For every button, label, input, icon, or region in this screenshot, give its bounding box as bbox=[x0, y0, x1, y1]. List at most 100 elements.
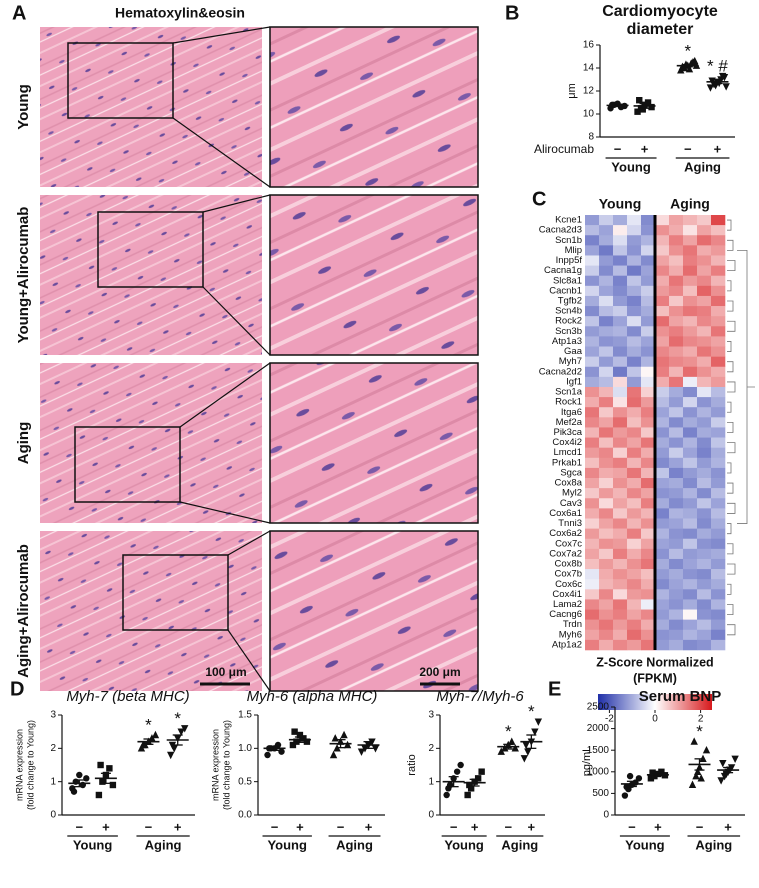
y-tick-label: 16 bbox=[583, 40, 595, 51]
heat-cell bbox=[599, 235, 614, 246]
heat-cell bbox=[585, 579, 600, 590]
heat-cell bbox=[655, 478, 670, 489]
chart-title: diameter bbox=[627, 21, 694, 38]
dendrogram bbox=[727, 624, 736, 636]
heat-cell bbox=[599, 366, 614, 378]
heat-cell bbox=[613, 235, 628, 246]
heat-cell bbox=[641, 356, 656, 368]
heat-cell bbox=[627, 356, 642, 368]
row-label: Cox4i2 bbox=[552, 437, 582, 448]
row-label: Cox7b bbox=[555, 569, 582, 580]
heat-cell bbox=[683, 386, 698, 398]
row-label: Atp1a3 bbox=[552, 336, 582, 347]
data-point bbox=[340, 730, 348, 739]
heat-cell bbox=[655, 447, 670, 459]
chart-title: Myh-7 (beta MHC) bbox=[66, 688, 189, 705]
row-label: Scn3b bbox=[555, 326, 582, 337]
heat-cell bbox=[711, 326, 726, 337]
data-point bbox=[343, 740, 352, 749]
heat-cell bbox=[655, 498, 670, 509]
dendrogram bbox=[727, 421, 734, 433]
heat-cell bbox=[599, 488, 614, 499]
heat-cell bbox=[711, 548, 726, 560]
heat-cell bbox=[711, 518, 726, 529]
heat-cell bbox=[627, 579, 642, 590]
mean-sem bbox=[676, 63, 699, 68]
panel-label: E bbox=[548, 678, 561, 700]
heat-cell bbox=[697, 255, 712, 266]
data-point bbox=[635, 775, 643, 782]
heat-cell bbox=[711, 589, 726, 600]
row-label: Scn1a bbox=[555, 387, 583, 398]
heat-cell bbox=[655, 265, 670, 276]
mean-sem bbox=[688, 758, 711, 771]
heat-cell bbox=[627, 295, 642, 307]
heat-cell bbox=[627, 417, 642, 428]
heat-cell bbox=[599, 285, 614, 297]
data-point bbox=[371, 745, 380, 753]
heat-cell bbox=[697, 326, 712, 337]
heat-cell bbox=[711, 498, 726, 509]
heat-cell bbox=[627, 478, 642, 489]
heat-cell bbox=[613, 508, 628, 519]
heat-cell bbox=[655, 397, 670, 408]
data-point bbox=[274, 741, 282, 749]
colorbar-tick-label: -2 bbox=[605, 714, 614, 725]
heat-cell bbox=[711, 619, 726, 631]
data-point bbox=[443, 791, 450, 799]
heat-cell bbox=[585, 457, 600, 469]
heat-cell bbox=[627, 215, 642, 226]
x-tick-label: + bbox=[528, 819, 536, 834]
heat-cell bbox=[655, 417, 670, 428]
heat-cell bbox=[669, 235, 684, 246]
heat-cell bbox=[711, 569, 726, 580]
data-point bbox=[644, 99, 652, 106]
heat-cell bbox=[599, 518, 614, 529]
data-point bbox=[692, 771, 700, 780]
heat-cell bbox=[641, 589, 656, 600]
heat-cell bbox=[697, 508, 712, 519]
heat-cell bbox=[655, 326, 670, 337]
row-label: Cacna2d3 bbox=[539, 225, 582, 236]
heat-cell bbox=[613, 467, 628, 479]
heat-cell bbox=[641, 366, 656, 378]
heat-cell bbox=[711, 366, 726, 378]
heat-cell bbox=[613, 538, 628, 550]
heat-cell bbox=[697, 417, 712, 428]
heat-cell bbox=[697, 467, 712, 479]
dendrogram bbox=[727, 462, 732, 474]
y-tick-label: 2500 bbox=[587, 702, 610, 713]
heat-cell bbox=[585, 447, 600, 459]
heat-cell bbox=[683, 548, 698, 560]
y-tick-label: 1.5 bbox=[238, 710, 252, 721]
heat-cell bbox=[641, 427, 656, 438]
heat-cell bbox=[711, 235, 726, 246]
x-tick-label: + bbox=[174, 819, 182, 834]
data-point bbox=[291, 728, 298, 735]
zoom-box bbox=[97, 211, 204, 288]
heat-cell bbox=[697, 639, 712, 651]
heat-cell bbox=[599, 599, 614, 610]
heat-cell bbox=[613, 215, 628, 226]
heat-cell bbox=[585, 518, 600, 529]
row-label: Cacna1g bbox=[544, 265, 582, 276]
heat-cell bbox=[641, 639, 656, 651]
heat-cell bbox=[697, 427, 712, 438]
dendrogram bbox=[727, 543, 734, 555]
heat-cell bbox=[697, 215, 712, 226]
heat-cell bbox=[627, 316, 642, 327]
heat-cell bbox=[641, 457, 656, 469]
heat-cell bbox=[683, 215, 698, 226]
row-label: Tnni3 bbox=[558, 518, 582, 529]
heat-cell bbox=[697, 518, 712, 529]
heat-cell bbox=[683, 275, 698, 287]
heat-cell bbox=[683, 447, 698, 459]
y-axis-label: mRNA expression bbox=[14, 729, 24, 801]
heat-cell bbox=[599, 437, 614, 448]
row-label: Scn1b bbox=[555, 235, 582, 246]
data-point bbox=[706, 84, 715, 92]
heat-cell bbox=[599, 306, 614, 317]
heat-cell bbox=[613, 316, 628, 327]
heat-cell bbox=[683, 346, 698, 357]
heat-cell bbox=[711, 316, 726, 327]
